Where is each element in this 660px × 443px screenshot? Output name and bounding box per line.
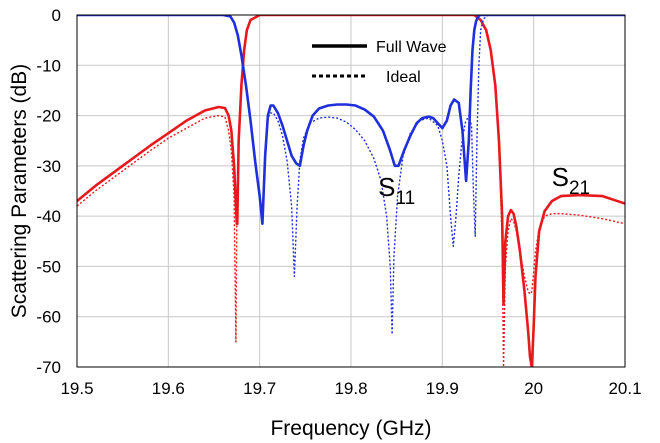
legend: Full Wave Ideal — [312, 39, 447, 86]
legend-label-ideal: Ideal — [386, 69, 421, 86]
grid-lines — [77, 15, 625, 367]
s21-full-wave-line — [77, 15, 625, 367]
y-tick-label: -20 — [36, 107, 61, 126]
x-tick-label: 19.7 — [243, 379, 276, 398]
y-tick-label: -10 — [36, 56, 61, 75]
y-tick-label: -40 — [36, 207, 61, 226]
plot-frame — [76, 14, 626, 368]
x-tick-label: 20 — [524, 379, 543, 398]
annotation-s11: S11 — [378, 172, 415, 209]
y-axis-title: Scattering Parameters (dB) — [8, 64, 31, 318]
x-tick-labels: 19.5 19.6 19.7 19.8 19.9 20 20.1 — [60, 379, 641, 398]
y-tick-label: -60 — [36, 308, 61, 327]
annotation-s21: S21 — [552, 162, 590, 199]
x-axis-title: Frequency (GHz) — [270, 417, 431, 440]
x-tick-label: 19.6 — [152, 379, 185, 398]
x-tick-label: 19.8 — [334, 379, 367, 398]
x-tick-label: 19.5 — [60, 379, 93, 398]
y-tick-label: 0 — [52, 6, 61, 25]
x-tick-label: 20.1 — [608, 379, 641, 398]
y-tick-label: -50 — [36, 257, 61, 276]
x-tick-label: 19.9 — [426, 379, 459, 398]
curve-annotations: S11 S21 — [378, 162, 590, 209]
s11-full-wave-line — [77, 15, 625, 225]
s11-ideal-line — [77, 15, 625, 336]
plot-curves — [77, 15, 625, 367]
y-tick-labels: 0 -10 -20 -30 -40 -50 -60 -70 — [36, 6, 61, 377]
y-tick-label: -30 — [36, 157, 61, 176]
legend-label-full-wave: Full Wave — [376, 39, 447, 56]
y-tick-label: -70 — [36, 358, 61, 377]
